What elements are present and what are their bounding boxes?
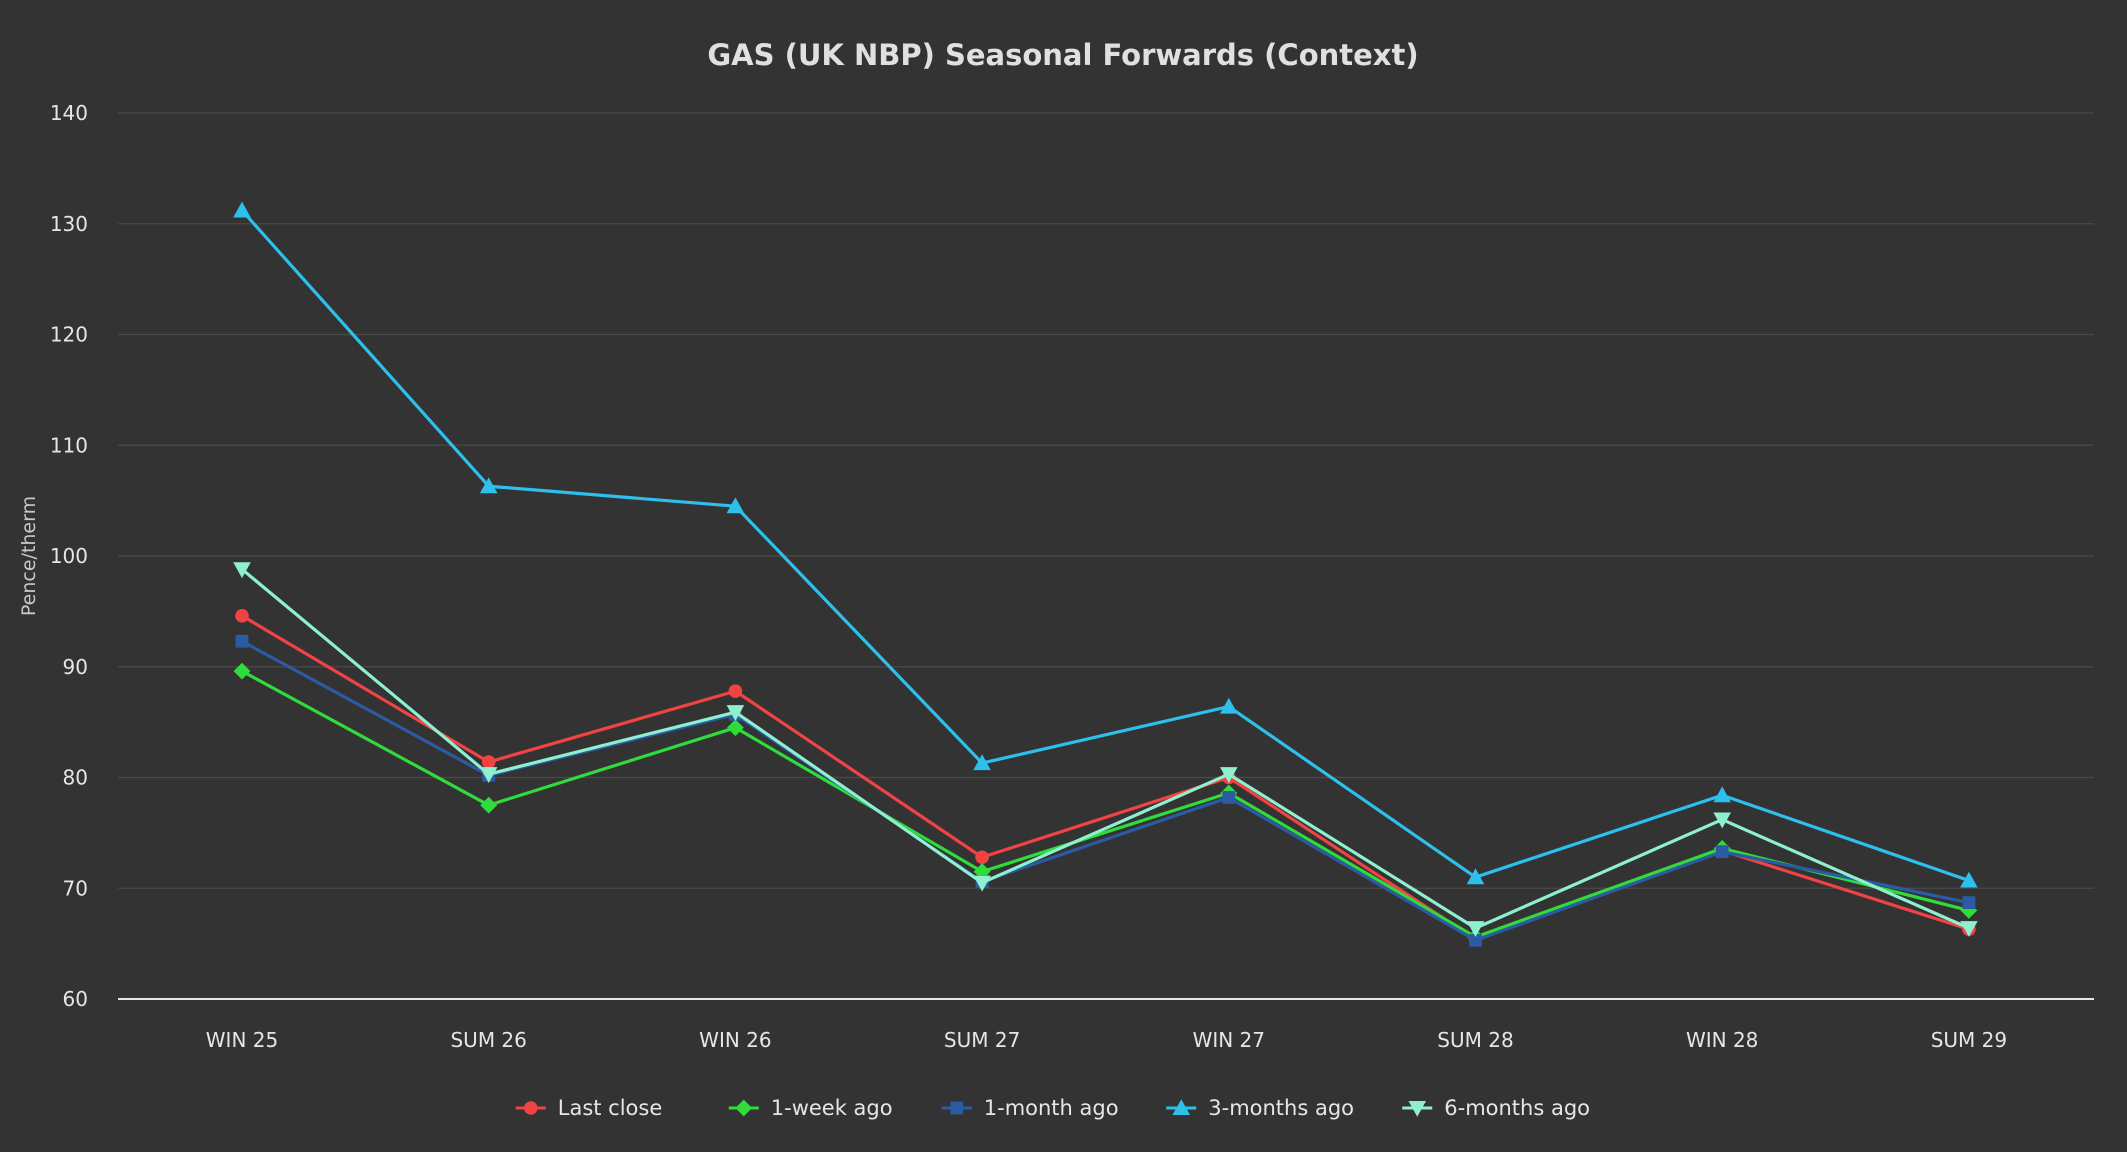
- x-tick-label: WIN 25: [206, 1028, 278, 1052]
- legend-marker: [523, 1101, 538, 1115]
- series-line: [240, 209, 1970, 883]
- y-tick-label: 100: [50, 544, 88, 568]
- data-point: [1220, 767, 1238, 783]
- x-tick-label: WIN 28: [1686, 1028, 1758, 1052]
- series-1: [233, 662, 1978, 946]
- x-tick-label: SUM 26: [450, 1028, 526, 1052]
- data-point: [727, 719, 744, 737]
- data-point: [1713, 786, 1731, 803]
- y-axis-label: Pence/therm: [18, 496, 40, 616]
- legend-item[interactable]: 1-week ago: [728, 1096, 893, 1120]
- y-tick-label: 120: [50, 323, 88, 347]
- x-tick-label: SUM 27: [944, 1028, 1020, 1052]
- data-point: [1466, 921, 1485, 937]
- data-point: [973, 875, 991, 892]
- data-point: [233, 562, 251, 579]
- y-axis-ticks: 60 70 80 90 100 110 120 130 140: [50, 101, 88, 1011]
- legend-item[interactable]: 6-months ago: [1402, 1096, 1590, 1120]
- gridlines: [118, 112, 2094, 889]
- data-point: [481, 755, 496, 769]
- series-line: [241, 639, 1970, 942]
- x-tick-label: SUM 29: [1931, 1028, 2007, 1052]
- series-3: [233, 201, 1978, 888]
- x-tick-label: SUM 28: [1437, 1028, 1513, 1052]
- data-point: [233, 662, 251, 680]
- legend-item[interactable]: 3-months ago: [1166, 1096, 1354, 1120]
- data-point: [973, 754, 991, 771]
- data-point: [1220, 697, 1238, 714]
- legend-marker: [950, 1101, 964, 1115]
- legend-item[interactable]: Last close: [515, 1096, 663, 1120]
- data-point: [1960, 921, 1978, 937]
- legend-label: 3-months ago: [1208, 1096, 1354, 1120]
- data-point: [479, 477, 498, 494]
- data-point: [1466, 868, 1485, 885]
- legend-item[interactable]: 1-month ago: [941, 1096, 1119, 1120]
- x-tick-label: WIN 26: [699, 1028, 771, 1052]
- data-point: [728, 684, 743, 698]
- data-point: [975, 850, 989, 865]
- data-point: [235, 634, 249, 648]
- data-point: [233, 201, 251, 218]
- y-tick-label: 60: [63, 987, 88, 1011]
- data-point: [480, 796, 498, 814]
- legend-label: Last close: [558, 1096, 663, 1120]
- x-tick-label: WIN 27: [1193, 1028, 1265, 1052]
- series-line: [241, 669, 1970, 939]
- data-point: [1960, 902, 1978, 919]
- y-tick-label: 90: [63, 655, 88, 679]
- x-axis-ticks: WIN 25 SUM 26 WIN 26 SUM 27 WIN 27 SUM 28 WIN …: [206, 1028, 2007, 1052]
- y-tick-label: 130: [50, 212, 88, 236]
- y-tick-label: 110: [50, 433, 88, 457]
- legend-marker: [1408, 1100, 1427, 1117]
- legend-marker: [1172, 1099, 1191, 1116]
- y-tick-label: 80: [63, 766, 88, 790]
- data-point: [1962, 896, 1976, 910]
- legend-label: 1-month ago: [984, 1096, 1119, 1120]
- data-point: [1469, 933, 1482, 947]
- y-tick-label: 140: [50, 101, 88, 125]
- series-2: [235, 634, 1976, 947]
- series-line: [240, 568, 1970, 930]
- legend-marker: [735, 1099, 753, 1117]
- series-4: [233, 562, 1978, 937]
- legend[interactable]: Last close 1-week ago 1-month ago 3-months …: [515, 1096, 1590, 1120]
- chart-title: GAS (UK NBP) Seasonal Forwards (Context): [707, 38, 1418, 72]
- data-point: [726, 497, 745, 514]
- y-tick-label: 70: [63, 876, 88, 900]
- legend-label: 6-months ago: [1444, 1096, 1590, 1120]
- data-point: [479, 767, 498, 783]
- data-point: [726, 705, 745, 721]
- data-point: [235, 609, 249, 623]
- series-lines: [233, 201, 1978, 947]
- data-point: [1960, 871, 1978, 888]
- data-point: [1713, 812, 1731, 829]
- data-point: [1222, 791, 1236, 804]
- legend-label: 1-week ago: [771, 1096, 893, 1120]
- data-point: [1715, 845, 1729, 859]
